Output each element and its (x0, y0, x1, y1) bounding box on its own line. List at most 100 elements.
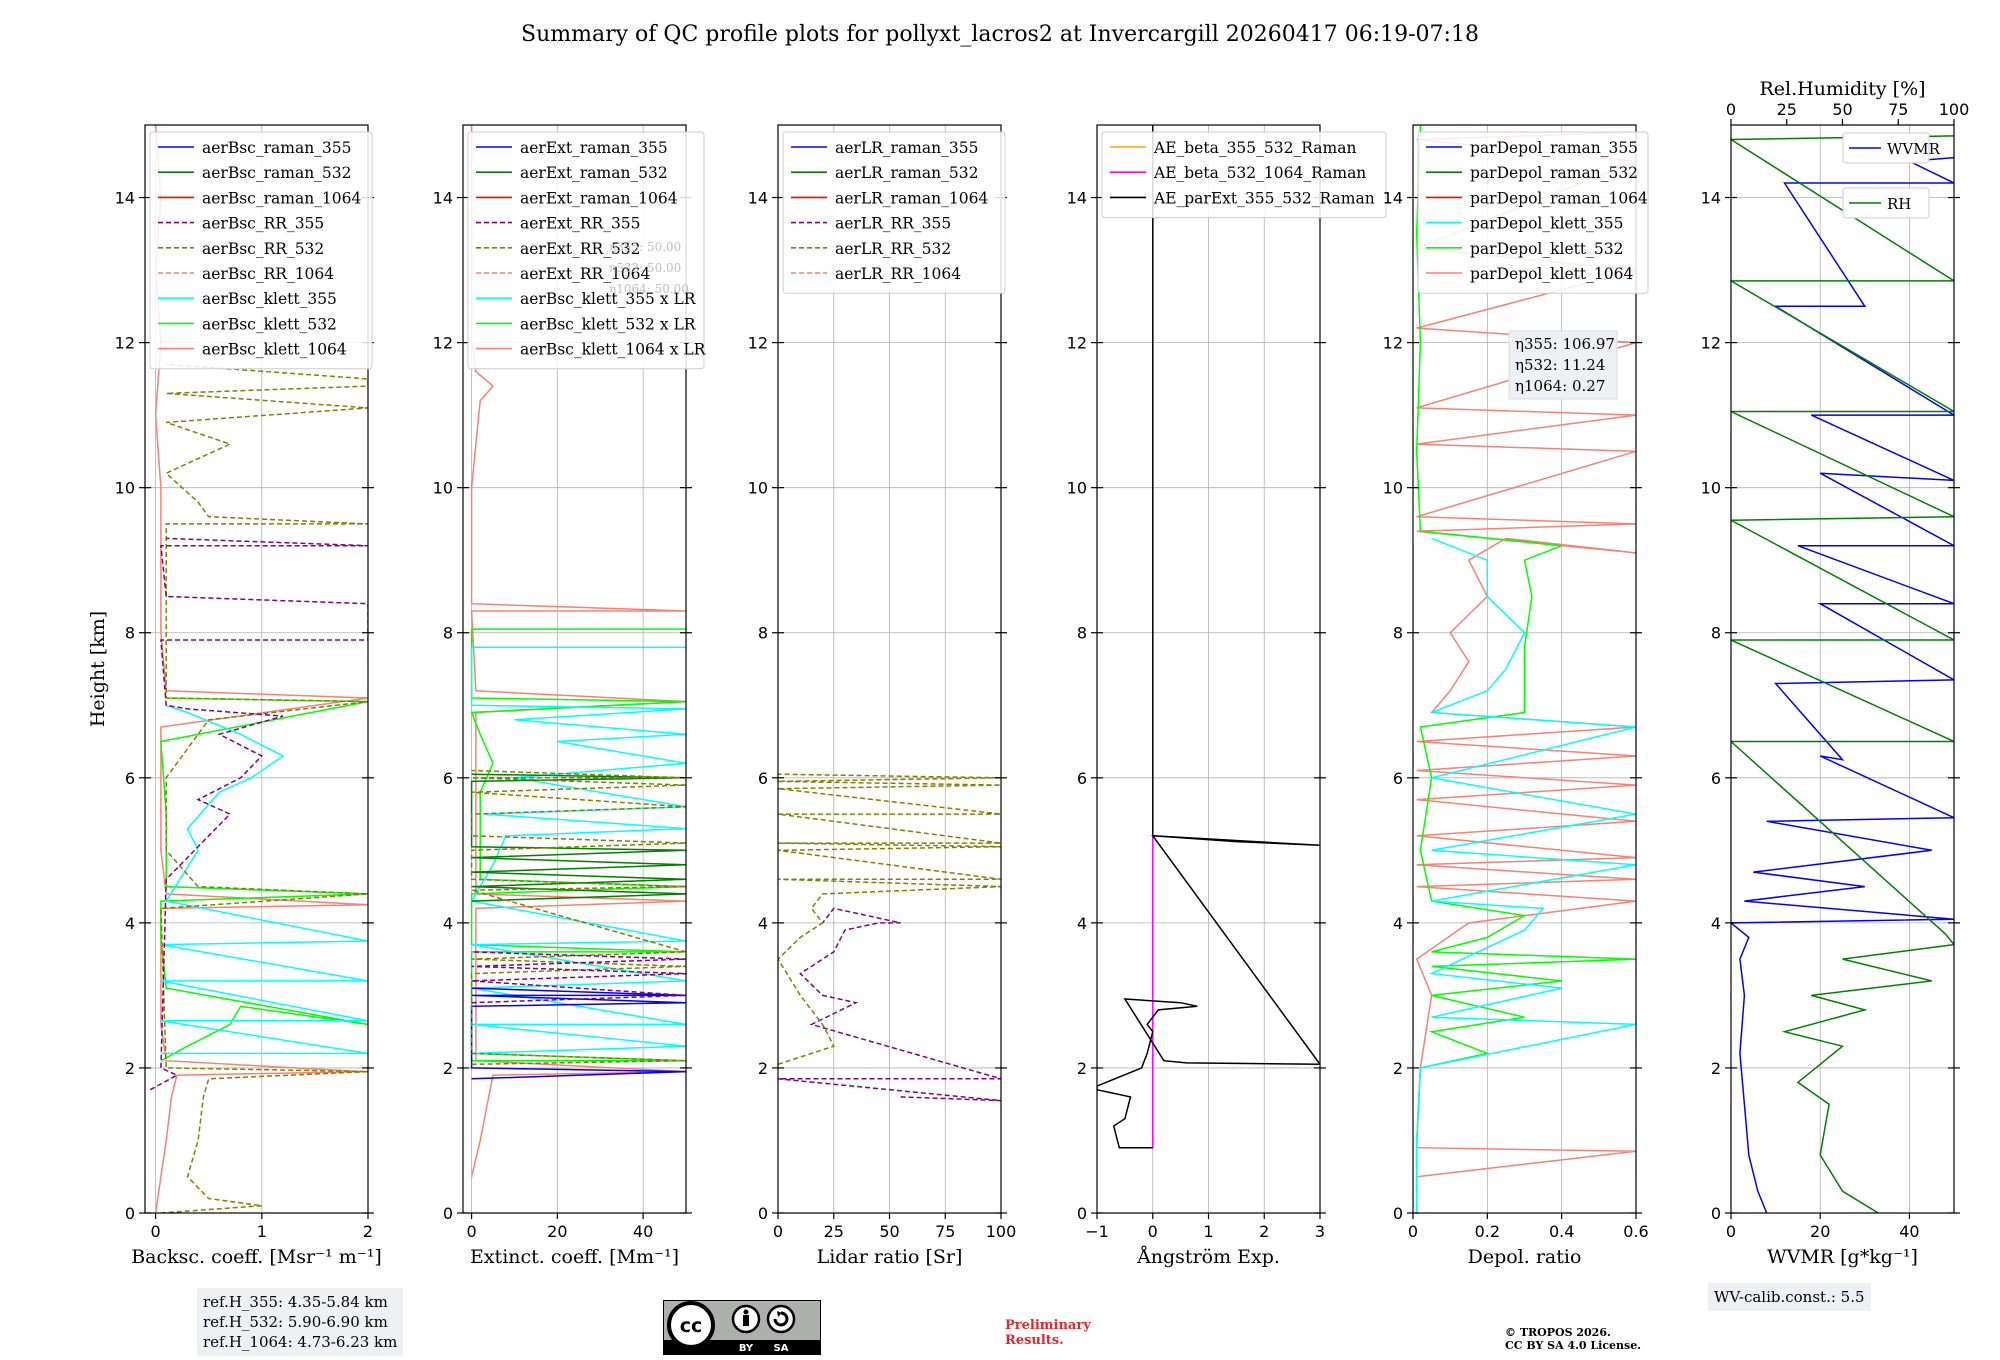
x-axis-label-lr: Lidar ratio [Sr] (817, 1246, 963, 1268)
panel-depol: 0 2 4 6 8 10 12 14 0 0.2 0.4 0.6 Depol. ratio parDepo… (1383, 124, 1649, 1268)
legend-depol: parDepol_raman_355 parDepol_raman_532 parD… (1417, 131, 1649, 294)
y-tick-label: 10 (433, 479, 453, 498)
panel-wv: 0 2 4 6 8 10 12 14 0 20 40 WVMR [g*kg⁻¹] 0 25 50 75 100 R… (1701, 78, 1970, 1268)
x2-axis-label: Rel.Humidity [%] (1759, 78, 1925, 100)
eta-value: η355: 50.00 (609, 240, 681, 254)
y-tick-label: 8 (1711, 624, 1721, 643)
y-tick-label: 2 (1077, 1059, 1087, 1078)
preliminary-note: Preliminary Results. (1005, 1318, 1091, 1348)
y-tick-label: 6 (1393, 769, 1403, 788)
y-tick-label: 6 (758, 769, 768, 788)
legend-label: RH (1887, 195, 1911, 213)
x-tick-label: 100 (986, 1222, 1017, 1241)
legend-label: aerBsc_RR_1064 (202, 265, 334, 283)
series-line-pardepol-klett-1064 (1415, 131, 1636, 1178)
y-tick-label: 0 (758, 1204, 768, 1223)
y-tick-label: 4 (1077, 914, 1087, 933)
x-axis-label-ext: Extinct. coeff. [Mm⁻¹] (470, 1246, 679, 1268)
legend-label: parDepol_klett_1064 (1470, 265, 1633, 283)
y-tick-label: 6 (1711, 769, 1721, 788)
x-tick-label: 75 (935, 1222, 955, 1241)
x2-tick-label: 0 (1726, 100, 1736, 119)
y-tick-label: 8 (443, 624, 453, 643)
wv-calib-box: WV-calib.const.: 5.5 (1708, 1283, 1871, 1311)
eta-annotation-depol: η355: 106.97 η532: 11.24 η1064: 0.27 (1508, 330, 1618, 400)
preliminary-line-1: Preliminary (1005, 1318, 1091, 1333)
y-tick-label: 14 (115, 189, 135, 208)
x-tick-label: 40 (1899, 1222, 1919, 1241)
x-tick-label: 1 (1203, 1222, 1213, 1241)
series-line-aerbsc-klett-1064-x-lr (470, 125, 686, 1177)
series-line-aerbsc-klett-355-x-lr (470, 646, 686, 1055)
x-tick-label: 20 (547, 1222, 567, 1241)
cc-by-label: BY (739, 1343, 754, 1354)
axes-frame (144, 124, 369, 1214)
x-tick-label: 20 (1810, 1222, 1830, 1241)
copyright-note: © TROPOS 2026. CC BY SA 4.0 License. (1505, 1326, 1641, 1352)
y-axis-label: Height [km] (87, 611, 109, 727)
legend-label: aerLR_raman_532 (835, 164, 978, 182)
legend-label: parDepol_klett_532 (1470, 240, 1623, 258)
legend-label: AE_beta_532_1064_Raman (1153, 164, 1366, 182)
series-group (149, 125, 368, 1213)
legend-label: aerBsc_RR_355 (202, 215, 324, 233)
y-tick-label: 10 (748, 479, 768, 498)
x-tick-label: 1 (257, 1222, 267, 1241)
x-tick-label: 40 (633, 1222, 653, 1241)
legend-label: aerLR_RR_1064 (835, 265, 961, 283)
y-tick-label: 2 (125, 1059, 135, 1078)
y-tick-label: 0 (125, 1204, 135, 1223)
y-tick-label: 10 (1067, 479, 1087, 498)
series-line-aerext-rr-532 (470, 769, 686, 1066)
series-line-pardepol-klett-355 (1415, 537, 1636, 1213)
series-line-aerbsc-klett-1064 (154, 125, 368, 1213)
x2-tick-label: 75 (1888, 100, 1908, 119)
x-tick-label: 50 (879, 1222, 899, 1241)
x-tick-label: 0.4 (1549, 1222, 1574, 1241)
y-tick-label: 2 (1711, 1059, 1721, 1078)
panel-lr: 0 2 4 6 8 10 12 14 0 25 50 75 100 Lidar ratio [Sr] aer… (748, 124, 1017, 1268)
legend-label: parDepol_raman_532 (1470, 164, 1638, 182)
panel-ext: 0 2 4 6 8 10 12 14 0 20 40 Extinct. coeff. [Mm⁻¹] ae… (433, 124, 707, 1268)
x2-tick-label: 25 (1777, 100, 1797, 119)
legend-label: aerLR_raman_1064 (835, 189, 988, 207)
legend-label: aerBsc_klett_355 (202, 290, 337, 308)
series-group (470, 125, 686, 1177)
eta-box (1508, 330, 1618, 400)
cc-by-sa-logo: cc BY SA (663, 1300, 821, 1355)
series-line-aerext-raman-532 (470, 773, 686, 902)
legend-label: aerBsc_klett_532 (202, 315, 337, 333)
copyright-line-2: CC BY SA 4.0 License. (1505, 1339, 1642, 1352)
legend-wv-1: RH (1842, 187, 1930, 219)
y-tick-label: 2 (443, 1059, 453, 1078)
legend-ext: aerExt_raman_355 aerExt_raman_532 aerExt_r… (467, 131, 707, 370)
y-tick-label: 4 (758, 914, 768, 933)
y-tick-label: 14 (433, 189, 453, 208)
legend-label: AE_beta_355_532_Raman (1153, 139, 1356, 157)
series-line-aerbsc-rr-355 (149, 537, 368, 1091)
legend-label: aerBsc_raman_1064 (202, 189, 362, 207)
y-tick-label: 2 (1393, 1059, 1403, 1078)
axes-frame (1730, 124, 1955, 1214)
wv-calib-text: WV-calib.const.: 5.5 (1714, 1288, 1865, 1306)
legend-wv-0: WVMR (1842, 132, 1941, 164)
series-line-aerbsc-rr-532 (160, 363, 368, 1213)
x-axis-label-bsc: Backsc. coeff. [Msr⁻¹ m⁻¹] (131, 1246, 382, 1268)
legend-label: aerBsc_raman_532 (202, 164, 352, 182)
legend-label: aerExt_RR_532 (520, 240, 641, 258)
x-tick-label: 0 (1408, 1222, 1418, 1241)
legend-label: parDepol_raman_355 (1470, 139, 1638, 157)
legend-label: aerBsc_raman_355 (202, 139, 352, 157)
copyright-line-1: © TROPOS 2026. (1505, 1326, 1611, 1339)
y-tick-label: 14 (748, 189, 768, 208)
x-axis-label-wv: WVMR [g*kg⁻¹] (1767, 1246, 1918, 1268)
legend-label: aerLR_RR_355 (835, 215, 951, 233)
y-tick-label: 6 (443, 769, 453, 788)
x-tick-label: 0.6 (1623, 1222, 1648, 1241)
x-tick-label: 3 (1315, 1222, 1325, 1241)
y-tick-label: 4 (125, 914, 135, 933)
y-tick-label: 2 (758, 1059, 768, 1078)
legend-label: parDepol_raman_1064 (1470, 189, 1648, 207)
